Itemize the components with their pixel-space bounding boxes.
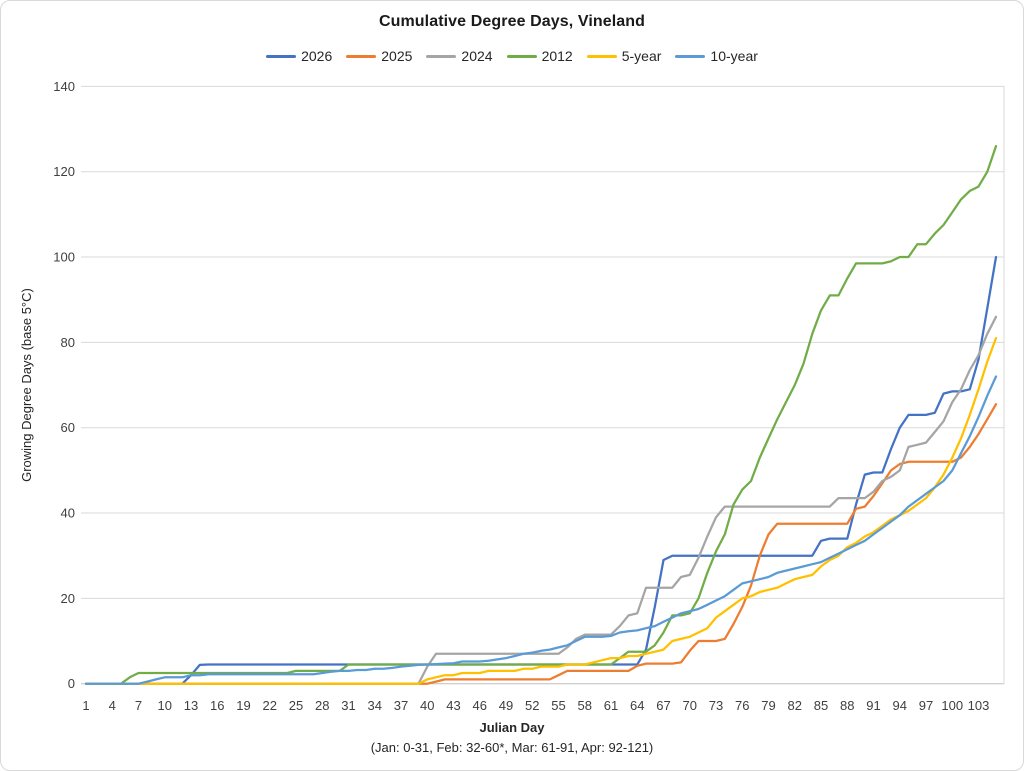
x-tick-label: 55 [551,698,565,713]
legend-swatch-10-year [675,54,706,58]
x-tick-label: 10 [158,698,172,713]
x-tick-label: 34 [368,698,382,713]
y-axis-title: Growing Degree Days (base 5°C) [19,288,34,482]
x-tick-label: 4 [109,698,116,713]
legend-label-10-year: 10-year [710,48,758,64]
legend-label-5-year: 5-year [621,48,662,64]
legend-label-2012: 2012 [541,48,573,64]
x-tick-label: 73 [709,698,723,713]
y-tick-label: 40 [61,506,75,521]
x-tick-label: 85 [814,698,828,713]
legend-swatch-2025 [346,54,377,58]
legend-item-2024: 2024 [426,48,493,64]
legend-item-2012: 2012 [506,48,573,64]
x-tick-label: 79 [761,698,775,713]
y-tick-label: 0 [68,676,75,691]
x-tick-label: 31 [341,698,355,713]
x-tick-label: 1 [82,698,89,713]
x-tick-label: 49 [499,698,513,713]
x-tick-label: 88 [840,698,854,713]
x-tick-label: 19 [236,698,250,713]
series-line-2024 [84,315,998,685]
series-line-2026 [84,255,998,685]
legend-item-5-year: 5-year [586,48,662,64]
x-tick-label: 37 [394,698,408,713]
x-tick-label: 64 [630,698,644,713]
x-tick-label: 52 [525,698,539,713]
x-tick-label: 40 [420,698,434,713]
x-axis-tick-labels: 1 4 7 10 13 16 19 22 25 28 31 34 37 40 43 46 49 52 55 58 61 6… [82,698,989,713]
x-tick-label: 70 [683,698,697,713]
legend-swatch-2026 [266,54,297,58]
y-tick-label: 20 [61,591,75,606]
x-tick-label: 97 [919,698,933,713]
y-tick-label: 120 [53,164,75,179]
legend-label-2025: 2025 [381,48,413,64]
y-tick-label: 140 [53,79,75,94]
series-lines [84,144,998,685]
x-tick-label: 94 [893,698,907,713]
x-tick-label: 43 [446,698,460,713]
legend-item-10-year: 10-year [675,48,758,64]
x-tick-label: 91 [866,698,880,713]
x-tick-label: 100 [941,698,963,713]
legend-item-2026: 2026 [266,48,332,64]
legend-swatch-2012 [506,54,537,58]
y-tick-label: 100 [53,250,75,265]
x-axis-title: Julian Day [479,720,545,735]
x-tick-label: 13 [184,698,198,713]
x-tick-label: 67 [656,698,670,713]
x-tick-label: 46 [473,698,487,713]
series-line-10-year [84,375,998,685]
x-tick-label: 61 [604,698,618,713]
x-tick-label: 103 [968,698,990,713]
series-line-2012 [84,144,998,685]
x-tick-label: 25 [289,698,303,713]
legend-item-2025: 2025 [346,48,412,64]
x-tick-label: 22 [263,698,277,713]
legend-swatch-2024 [426,54,457,58]
gridlines [81,85,1004,685]
legend-label-2024: 2024 [461,48,493,64]
x-tick-label: 58 [578,698,592,713]
x-tick-label: 7 [135,698,142,713]
legend-label-2026: 2026 [301,48,333,64]
y-tick-label: 60 [61,420,75,435]
y-axis-tick-labels: 0 20 40 60 80 100 120 140 [53,79,75,691]
x-tick-label: 28 [315,698,329,713]
legend-swatch-5-year [586,54,617,58]
x-tick-label: 76 [735,698,749,713]
x-tick-label: 16 [210,698,224,713]
chart-legend: 2026 2025 2024 2012 5-year 10-year [1,48,1023,64]
y-tick-label: 80 [61,335,75,350]
x-tick-label: 82 [788,698,802,713]
x-axis-footnote: (Jan: 0-31, Feb: 32-60*, Mar: 61-91, Apr… [370,740,654,755]
series-line-5-year [84,336,998,685]
chart-title: Cumulative Degree Days, Vineland [378,13,646,30]
